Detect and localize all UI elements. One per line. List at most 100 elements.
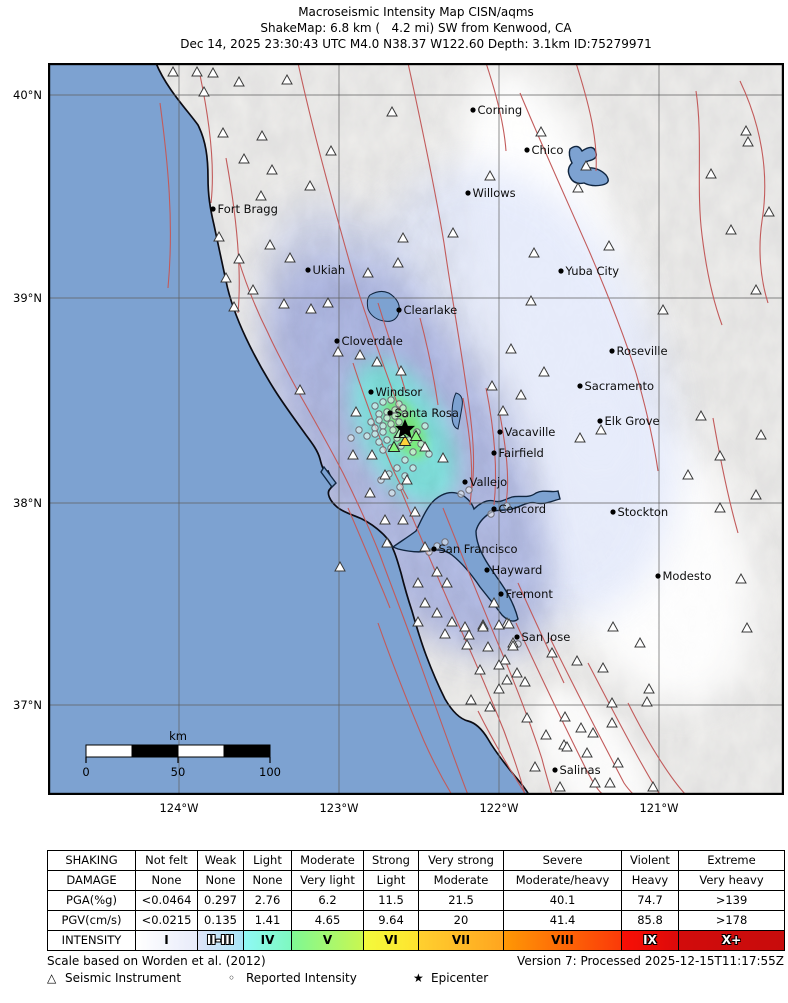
lat-axis-label: 39°N <box>13 291 42 305</box>
legend-table-cell: >139 <box>679 891 785 911</box>
fault-line <box>347 507 391 609</box>
seismic-instrument-icon <box>493 658 505 670</box>
legend-table-cell: Very heavy <box>679 871 785 891</box>
city-dot <box>558 268 564 274</box>
city-marker: Willows <box>465 186 516 200</box>
legend-table-cell: INTENSITY <box>48 931 136 951</box>
fault-line <box>485 63 507 152</box>
city-label: Vallejo <box>470 475 508 489</box>
seismic-instrument-icon <box>439 627 451 639</box>
fault-line <box>442 507 553 795</box>
seismic-instrument-icon <box>606 716 618 728</box>
city-marker: Cloverdale <box>334 334 403 348</box>
seismic-instrument-icon <box>714 501 726 513</box>
scale-bar-segment <box>223 744 271 758</box>
reported-intensity-icon <box>441 538 449 546</box>
legend-table-cell: Strong <box>364 851 419 871</box>
seismic-instrument-icon <box>350 405 362 417</box>
city-dot <box>610 509 616 515</box>
legend-table-cell: 1.41 <box>244 911 292 931</box>
seismic-instrument-icon <box>606 696 618 708</box>
seismic-instrument-icon <box>465 693 477 705</box>
legend-table-cell: 21.5 <box>419 891 504 911</box>
seismic-instrument-icon <box>354 348 366 360</box>
intensity-legend-table: SHAKING Not felt Weak Light Moderate Strong Ve… <box>47 850 785 951</box>
city-label: San Jose <box>522 630 571 644</box>
seismic-instrument-icon <box>572 181 584 193</box>
seismic-instrument-icon <box>538 365 550 377</box>
city-marker: Roseville <box>609 344 668 358</box>
lake-berryessa <box>451 392 463 430</box>
seismic-instrument-icon <box>580 159 592 171</box>
city-dot <box>210 206 216 212</box>
intensity-scale-cell: I <box>136 931 198 951</box>
shakemap-canvas: Corning Chico Willows Fort Bragg Ukiah Yuba C… <box>48 63 784 795</box>
seismic-instrument-icon <box>325 144 337 156</box>
seismic-instrument-icon <box>603 239 615 251</box>
seismic-instrument-icon <box>366 448 378 460</box>
city-label: Willows <box>473 186 516 200</box>
seismic-instrument-icon <box>334 560 346 572</box>
seismic-instrument-icon <box>501 673 513 685</box>
city-marker: Windsor <box>368 385 422 399</box>
city-labels: Corning Chico Willows Fort Bragg Ukiah Yuba C… <box>210 103 711 777</box>
city-dot <box>396 307 402 313</box>
city-marker: Fort Bragg <box>210 202 278 216</box>
fault-line <box>575 63 597 172</box>
seismic-instrument-icon <box>525 294 537 306</box>
symbol-key-label: Reported Intensity <box>246 971 357 985</box>
reported-intensity-icon <box>375 416 383 424</box>
scale-bar-segment <box>85 744 133 758</box>
city-marker: Fairfield <box>491 446 544 460</box>
seismic-instrument-icon <box>528 246 540 258</box>
seismic-instrument-icon <box>493 682 505 694</box>
legend-table-cell: 41.4 <box>504 911 622 931</box>
coastline <box>155 63 530 795</box>
city-marker: Fremont <box>498 587 553 601</box>
reported-intensity-icon <box>393 464 401 472</box>
san-francisco-bay <box>391 490 561 622</box>
legend-table-cell: Not felt <box>136 851 198 871</box>
seismic-instrument-icon <box>409 505 421 517</box>
seismic-instrument-icon <box>554 780 566 792</box>
seismic-instrument-icon <box>461 638 473 650</box>
seismic-instrument-icon <box>233 252 245 264</box>
seismic-instrument-icon <box>540 728 552 740</box>
seismic-instrument-icon <box>493 618 505 630</box>
reported-intensity-icon <box>391 412 399 420</box>
seismic-instrument-icon <box>643 682 655 694</box>
city-label: Concord <box>499 502 547 516</box>
city-label: Hayward <box>492 563 543 577</box>
seismic-instrument-icon <box>401 473 413 485</box>
lake-oroville <box>567 145 609 187</box>
reported-intensity-icon <box>379 428 387 436</box>
seismic-instrument-icon <box>278 297 290 309</box>
seismic-instrument-icon <box>575 721 587 733</box>
version-processed-text: Version 7: Processed 2025-12-15T11:17:55… <box>517 954 784 968</box>
scale-bar-tick-label: 0 <box>82 765 89 779</box>
city-marker: Sacramento <box>577 379 654 393</box>
city-dot <box>655 573 661 579</box>
scale-bar-segment <box>131 744 179 758</box>
city-label: Fremont <box>506 587 554 601</box>
city-marker: Chico <box>524 143 563 157</box>
seismic-instrument-icon <box>238 152 250 164</box>
legend-table-cell: Extreme <box>679 851 785 871</box>
seismic-instrument-icon <box>763 205 775 217</box>
seismic-instrument-icon <box>397 513 409 525</box>
legend-table-cell: PGA(%g) <box>48 891 136 911</box>
city-label: Stockton <box>618 505 669 519</box>
city-marker: Ukiah <box>305 263 345 277</box>
legend-table-cell: 74.7 <box>622 891 679 911</box>
reported-intensity-icon <box>387 396 395 404</box>
seismic-instrument-icon <box>304 179 316 191</box>
reported-intensity-icon <box>367 418 375 426</box>
seismic-instrument-icon <box>597 661 609 673</box>
seismic-instrument-icon <box>484 700 496 712</box>
city-marker: Modesto <box>655 569 711 583</box>
legend-table-cell: Moderate/heavy <box>504 871 622 891</box>
seismic-instrument-icon <box>589 776 601 788</box>
legend-table-cell: >178 <box>679 911 785 931</box>
seismic-instrument-markers <box>167 65 775 792</box>
